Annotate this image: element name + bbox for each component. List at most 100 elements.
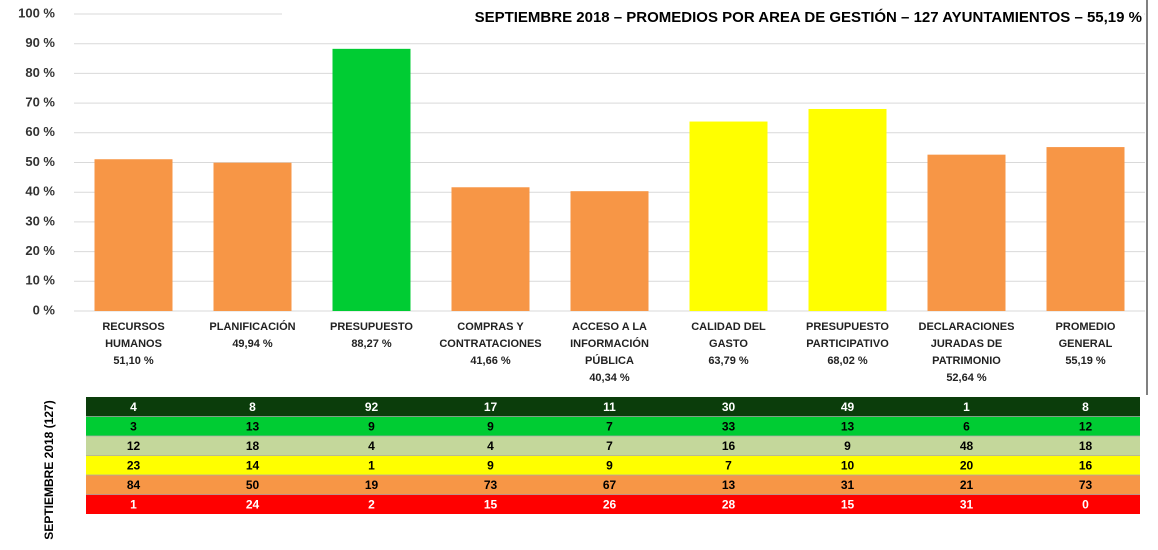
value-label: 51,10 % — [113, 355, 154, 367]
bar — [94, 159, 173, 311]
table-cell: 33 — [722, 419, 736, 433]
table-cell: 9 — [606, 458, 613, 472]
x-tick-label: RECURSOS HUMANOS — [102, 321, 165, 350]
y-tick-label: 60 % — [25, 124, 55, 139]
table-cell: 15 — [484, 497, 498, 511]
value-label: 52,64 % — [946, 372, 987, 384]
value-label: 40,34 % — [589, 372, 630, 384]
x-tick-label: PRESUPUESTO PARTICIPATIVO — [806, 321, 889, 350]
table-cell: 12 — [127, 439, 141, 453]
table-cell: 9 — [844, 439, 851, 453]
x-tick-label: PROMEDIO GENERAL — [1055, 321, 1116, 350]
table-cell: 73 — [484, 478, 498, 492]
table-cell: 13 — [722, 478, 736, 492]
y-tick-label: 40 % — [25, 184, 55, 199]
table-cell: 4 — [130, 400, 137, 414]
table-cell: 26 — [603, 497, 617, 511]
y-tick-label: 90 % — [25, 35, 55, 50]
table-cell: 13 — [246, 419, 260, 433]
y-tick-label: 10 % — [25, 273, 55, 288]
bar — [808, 108, 887, 312]
bar — [213, 162, 292, 311]
table-cell: 9 — [487, 458, 494, 472]
x-tick-label: ACCESO A LA INFORMACIÓN PÚBLICA — [570, 321, 649, 367]
table-cell: 1 — [368, 458, 375, 472]
bar — [332, 48, 411, 311]
table-cell: 16 — [722, 439, 736, 453]
table-cell: 16 — [1079, 458, 1093, 472]
y-tick-label: 80 % — [25, 65, 55, 80]
table-cell: 19 — [365, 478, 379, 492]
table-row — [86, 436, 1140, 456]
table-cell: 7 — [606, 419, 613, 433]
table-cell: 1 — [963, 400, 970, 414]
table-cell: 9 — [368, 419, 375, 433]
table-cell: 17 — [484, 400, 498, 414]
table-cell: 7 — [725, 458, 732, 472]
table-cell: 92 — [365, 400, 379, 414]
value-label: 55,19 % — [1065, 355, 1106, 367]
bar — [927, 154, 1006, 311]
table-cell: 11 — [603, 400, 616, 414]
y-tick-label: 20 % — [25, 243, 55, 258]
table-cell: 0 — [1082, 497, 1089, 511]
value-label: 41,66 % — [470, 355, 511, 367]
table-cell: 20 — [960, 458, 974, 472]
table-cell: 21 — [960, 478, 974, 492]
table-cell: 18 — [246, 439, 260, 453]
table-cell: 31 — [841, 478, 855, 492]
table-cell: 4 — [487, 439, 494, 453]
value-label: 68,02 % — [827, 355, 868, 367]
x-tick-label: CALIDAD DEL GASTO — [691, 321, 766, 350]
x-tick-label: PLANIFICACIÓN — [209, 321, 296, 333]
bar — [689, 121, 768, 311]
table-cell: 73 — [1079, 478, 1093, 492]
table-row — [86, 494, 1140, 514]
table-cell: 18 — [1079, 439, 1093, 453]
table-cell: 13 — [841, 419, 855, 433]
table-cell: 48 — [960, 439, 974, 453]
table-cell: 31 — [960, 497, 974, 511]
title-bg — [282, 4, 1144, 32]
table-label: SEPTIEMBRE 2018 (127) — [42, 400, 56, 539]
table-cell: 8 — [1082, 400, 1089, 414]
table-row — [86, 416, 1140, 436]
table-cell: 15 — [841, 497, 855, 511]
y-tick-label: 50 % — [25, 154, 55, 169]
table-cell: 30 — [722, 400, 736, 414]
bar — [1046, 147, 1125, 311]
table-row — [86, 475, 1140, 495]
table-cell: 28 — [722, 497, 736, 511]
table-cell: 24 — [246, 497, 260, 511]
value-label: 63,79 % — [708, 355, 749, 367]
y-tick-label: 70 % — [25, 95, 55, 110]
bar — [451, 187, 530, 311]
table-row — [86, 397, 1140, 417]
table-cell: 49 — [841, 400, 855, 414]
bar — [570, 191, 649, 311]
table-cell: 23 — [127, 458, 141, 472]
y-tick-label: 30 % — [25, 213, 55, 228]
x-tick-label: PRESUPUESTO — [330, 321, 413, 333]
table-cell: 8 — [249, 400, 256, 414]
table-cell: 1 — [130, 497, 137, 511]
table-cell: 6 — [963, 419, 970, 433]
table-cell: 84 — [127, 478, 141, 492]
table-cell: 10 — [841, 458, 855, 472]
table-row — [86, 455, 1140, 475]
table-cell: 12 — [1079, 419, 1093, 433]
y-tick-label: 100 % — [18, 5, 55, 20]
table-cell: 9 — [487, 419, 494, 433]
table-cell: 3 — [130, 419, 137, 433]
table-cell: 7 — [606, 439, 613, 453]
x-tick-label: DECLARACIONES JURADAS DE PATRIMONIO — [918, 321, 1015, 367]
chart-title: SEPTIEMBRE 2018 – PROMEDIOS POR AREA DE … — [475, 8, 1142, 26]
table-cell: 14 — [246, 458, 260, 472]
x-tick-label: COMPRAS Y CONTRATACIONES — [439, 321, 542, 350]
table-cell: 2 — [368, 497, 375, 511]
value-label: 88,27 % — [351, 338, 392, 350]
y-tick-label: 0 % — [33, 302, 56, 317]
table-cell: 50 — [246, 478, 260, 492]
